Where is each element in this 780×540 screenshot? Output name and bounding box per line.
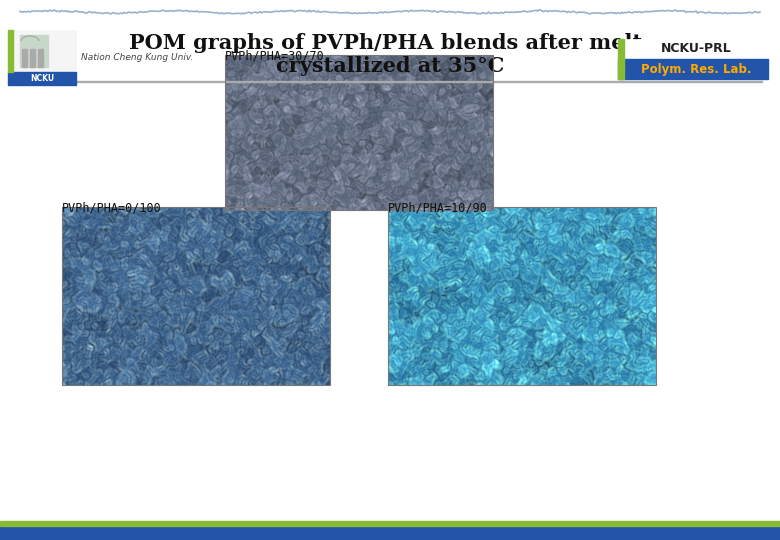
Text: PVPh/PHA=10/90: PVPh/PHA=10/90 — [388, 201, 488, 214]
Text: NCKU-PRL: NCKU-PRL — [661, 43, 732, 56]
Bar — [38, 49, 43, 67]
Text: NCKU: NCKU — [30, 74, 54, 83]
Bar — [8, 30, 76, 85]
Bar — [20, 35, 48, 67]
Text: PVPh/PHA=30/70: PVPh/PHA=30/70 — [225, 50, 324, 63]
Bar — [618, 39, 768, 59]
Bar — [18, 80, 762, 82]
Bar — [225, 55, 493, 210]
Bar — [62, 207, 330, 385]
Bar — [8, 72, 76, 85]
Text: Polym. Res. Lab.: Polym. Res. Lab. — [640, 63, 751, 76]
Bar — [22, 49, 27, 67]
Text: crystallized at 35°C: crystallized at 35°C — [276, 56, 504, 76]
Bar — [30, 49, 35, 67]
Text: POM graphs of PVPh/PHA blends after melt-: POM graphs of PVPh/PHA blends after melt… — [129, 33, 651, 53]
Bar — [8, 30, 13, 72]
Bar — [618, 59, 768, 79]
Bar — [618, 59, 624, 79]
Bar — [618, 39, 624, 59]
Bar — [388, 207, 656, 385]
Text: Nation Cheng Kung Univ.: Nation Cheng Kung Univ. — [81, 52, 193, 62]
Bar — [0, 526, 780, 540]
Text: PVPh/PHA=0/100: PVPh/PHA=0/100 — [62, 201, 161, 214]
Bar — [0, 521, 780, 526]
